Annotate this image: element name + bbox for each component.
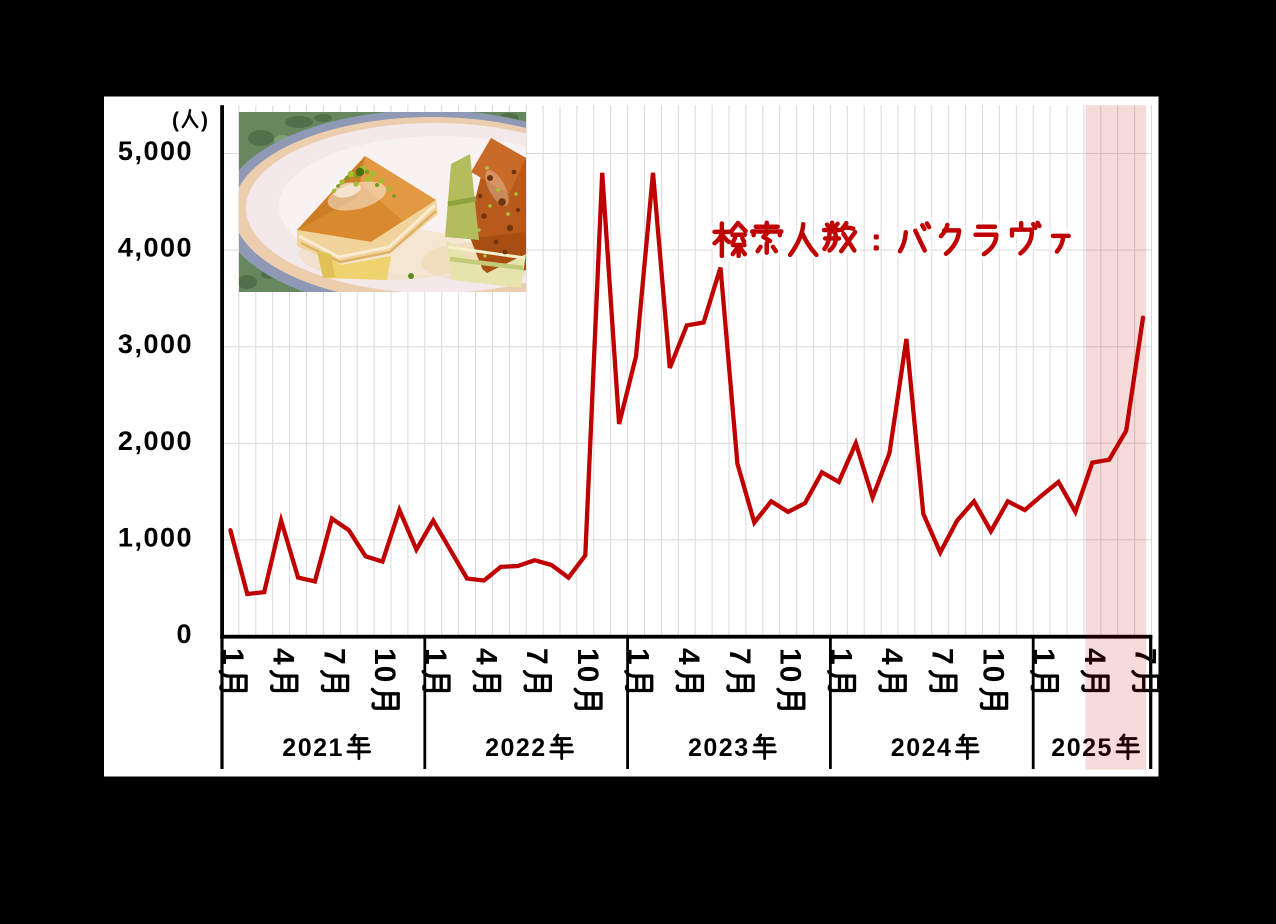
svg-text:2022: 2022 xyxy=(485,734,547,762)
svg-text:10: 10 xyxy=(368,648,401,683)
svg-text:4: 4 xyxy=(672,648,705,666)
svg-text:1: 1 xyxy=(1027,648,1060,666)
svg-text:7: 7 xyxy=(317,648,350,666)
svg-text:2023: 2023 xyxy=(688,734,750,762)
svg-text:10: 10 xyxy=(774,648,807,683)
svg-text:1: 1 xyxy=(622,648,655,666)
svg-text:(: ( xyxy=(172,109,179,132)
svg-text:7: 7 xyxy=(926,648,959,666)
svg-text:2021: 2021 xyxy=(282,734,344,762)
svg-text:4,000: 4,000 xyxy=(118,233,193,263)
svg-text:7: 7 xyxy=(520,648,553,666)
svg-text:10: 10 xyxy=(976,648,1009,683)
svg-text:4: 4 xyxy=(875,648,908,666)
svg-text:2,000: 2,000 xyxy=(118,426,193,456)
svg-text:1: 1 xyxy=(216,648,249,666)
svg-text:10: 10 xyxy=(571,648,604,683)
svg-text:7: 7 xyxy=(723,648,756,666)
svg-text:5,000: 5,000 xyxy=(118,136,193,166)
svg-text:1: 1 xyxy=(419,648,452,666)
svg-text:0: 0 xyxy=(176,619,193,649)
svg-text:2025: 2025 xyxy=(1051,734,1113,762)
svg-text:4: 4 xyxy=(1078,648,1111,666)
svg-text:): ) xyxy=(201,109,208,132)
svg-text:1,000: 1,000 xyxy=(118,522,193,552)
svg-text:4: 4 xyxy=(267,648,300,666)
svg-text:3,000: 3,000 xyxy=(118,329,193,359)
svg-text:7: 7 xyxy=(1129,648,1162,666)
svg-text:1: 1 xyxy=(824,648,857,666)
svg-text:2024: 2024 xyxy=(891,734,953,762)
svg-text:4: 4 xyxy=(469,648,502,666)
